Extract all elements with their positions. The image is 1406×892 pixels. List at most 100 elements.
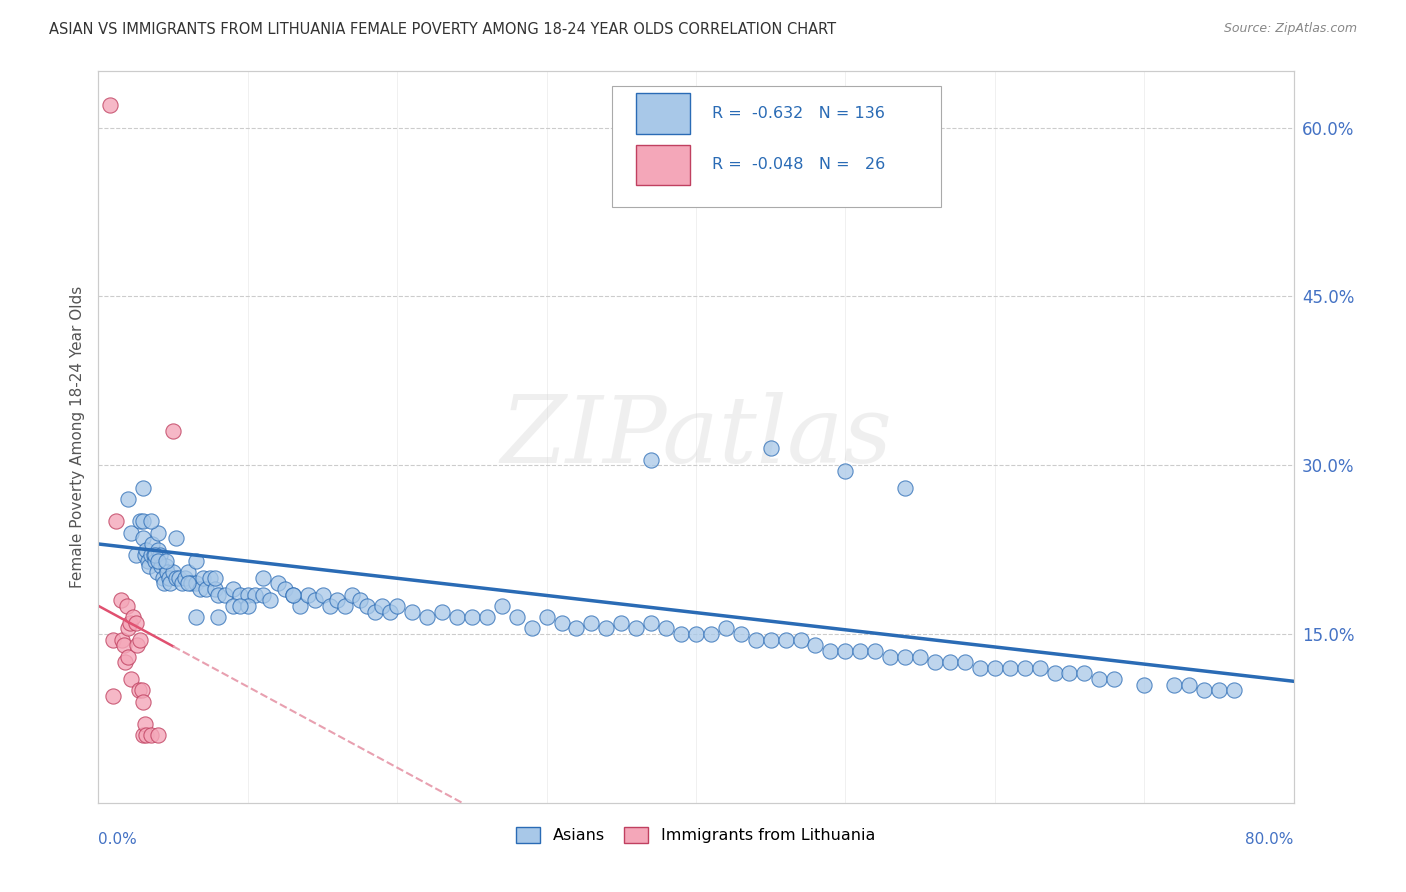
Point (129, 632, 152, 647)
Point (149, 548, 172, 562)
Point (640, 452, 662, 467)
Point (879, 649, 901, 664)
Point (155, 554, 177, 568)
Point (820, 644, 842, 658)
Point (222, 582, 245, 596)
Point (127, 638, 149, 652)
Point (326, 593, 349, 607)
Point (132, 481, 155, 495)
Point (159, 576, 181, 591)
Point (129, 515, 152, 529)
Point (626, 621, 648, 635)
Point (267, 576, 290, 591)
Point (139, 728, 162, 742)
Point (894, 649, 917, 664)
Point (204, 582, 226, 596)
Point (110, 593, 132, 607)
Point (156, 565, 179, 579)
Point (236, 588, 259, 602)
Point (120, 672, 142, 686)
Point (1088, 672, 1111, 686)
Point (520, 621, 543, 635)
Point (177, 565, 200, 579)
Point (132, 532, 155, 546)
Point (1223, 683, 1246, 698)
Point (142, 548, 165, 562)
Point (998, 661, 1021, 675)
Point (685, 627, 707, 641)
Point (252, 571, 274, 585)
Point (969, 661, 991, 675)
Point (304, 593, 326, 607)
Point (103, 689, 125, 703)
Point (236, 599, 259, 613)
Point (1104, 672, 1126, 686)
Point (385, 599, 409, 613)
Point (364, 605, 387, 619)
Point (132, 728, 155, 742)
Point (112, 638, 135, 652)
Point (103, 632, 125, 647)
Point (134, 548, 156, 562)
Point (188, 582, 211, 596)
Point (446, 610, 468, 624)
Point (121, 610, 143, 624)
Point (132, 694, 155, 708)
Point (655, 621, 678, 635)
Point (118, 615, 141, 630)
Point (180, 576, 202, 591)
Point (714, 621, 737, 635)
Point (297, 588, 319, 602)
Point (401, 605, 423, 619)
Point (125, 615, 148, 630)
Point (311, 588, 333, 602)
Point (204, 571, 226, 585)
FancyBboxPatch shape (637, 145, 690, 185)
Point (214, 588, 236, 602)
Point (565, 621, 588, 635)
Point (148, 728, 170, 742)
Point (114, 655, 136, 669)
Point (849, 644, 872, 658)
Point (207, 588, 229, 602)
Text: R =  -0.048   N =   26: R = -0.048 N = 26 (711, 157, 884, 172)
Y-axis label: Female Poverty Among 18-24 Year Olds: Female Poverty Among 18-24 Year Olds (69, 286, 84, 588)
Text: R =  -0.632   N = 136: R = -0.632 N = 136 (711, 106, 884, 121)
Point (924, 655, 946, 669)
Point (117, 491, 139, 506)
Point (759, 632, 782, 647)
Point (138, 559, 160, 574)
Point (131, 683, 153, 698)
Point (834, 464, 856, 478)
Point (333, 599, 356, 613)
Point (1014, 661, 1036, 675)
Point (128, 683, 150, 698)
Text: 0.0%: 0.0% (98, 832, 138, 847)
Point (759, 442, 782, 456)
Point (1178, 678, 1201, 692)
Point (191, 571, 214, 585)
Point (125, 548, 148, 562)
Point (136, 554, 159, 568)
Point (491, 599, 513, 613)
Point (1163, 678, 1185, 692)
Point (908, 649, 931, 664)
Point (953, 655, 976, 669)
Point (222, 599, 245, 613)
Point (595, 621, 617, 635)
Point (245, 588, 267, 602)
Point (111, 632, 134, 647)
Text: Source: ZipAtlas.com: Source: ZipAtlas.com (1223, 22, 1357, 36)
Point (669, 627, 692, 641)
FancyBboxPatch shape (637, 94, 690, 134)
Point (150, 559, 173, 574)
Point (640, 615, 662, 630)
Point (281, 588, 304, 602)
Point (153, 576, 176, 591)
Point (184, 576, 207, 591)
Point (865, 644, 887, 658)
Point (184, 610, 207, 624)
Point (1043, 666, 1066, 681)
Point (148, 554, 170, 568)
Point (319, 599, 342, 613)
